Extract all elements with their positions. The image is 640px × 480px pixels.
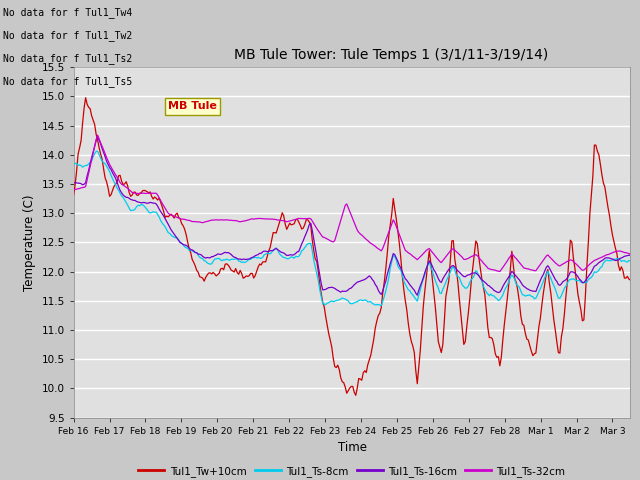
Text: No data for f Tul1_Tw2: No data for f Tul1_Tw2	[3, 30, 132, 41]
Y-axis label: Temperature (C): Temperature (C)	[23, 194, 36, 291]
Text: No data for f Tul1_Tw4: No data for f Tul1_Tw4	[3, 7, 132, 18]
Title: MB Tule Tower: Tule Temps 1 (3/1/11-3/19/14): MB Tule Tower: Tule Temps 1 (3/1/11-3/19…	[234, 48, 548, 62]
Text: No data for f Tul1_Ts5: No data for f Tul1_Ts5	[3, 76, 132, 87]
Legend: Tul1_Tw+10cm, Tul1_Ts-8cm, Tul1_Ts-16cm, Tul1_Ts-32cm: Tul1_Tw+10cm, Tul1_Ts-8cm, Tul1_Ts-16cm,…	[134, 461, 570, 480]
Text: MB Tule: MB Tule	[168, 101, 217, 111]
X-axis label: Time: Time	[337, 441, 367, 454]
Text: No data for f Tul1_Ts2: No data for f Tul1_Ts2	[3, 53, 132, 64]
